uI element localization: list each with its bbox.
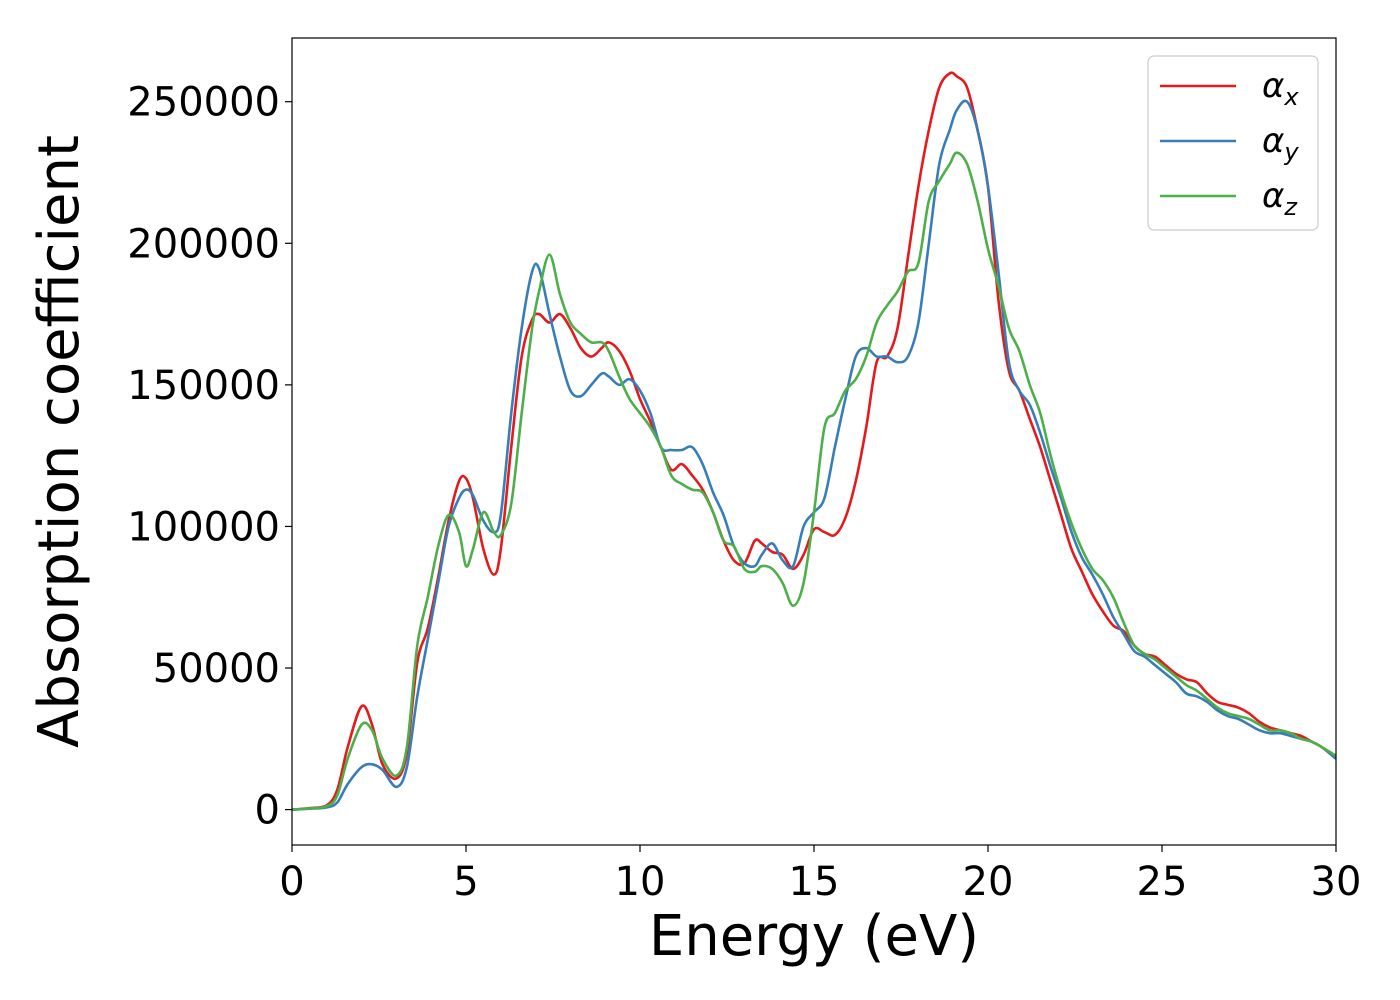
x-tick-label: 25 — [1137, 859, 1188, 905]
x-axis-ticks: 0 5 10 15 20 25 30 — [279, 845, 1361, 905]
y-tick-label: 0 — [255, 788, 280, 834]
y-tick-label: 200000 — [127, 221, 280, 267]
legend-label-y: αy — [1262, 121, 1299, 166]
legend-label-z: αz — [1262, 176, 1298, 221]
y-axis-ticks: 0 50000 100000 150000 200000 250000 — [127, 80, 292, 834]
y-tick-label: 50000 — [153, 646, 280, 692]
y-axis-title: Absorption coefficient — [27, 135, 92, 748]
series-line-z — [292, 151, 1336, 811]
series-layer — [292, 71, 1336, 811]
y-tick-label: 250000 — [127, 80, 280, 126]
legend-box — [1147, 55, 1319, 231]
x-tick-label: 20 — [963, 859, 1014, 905]
x-tick-label: 5 — [453, 859, 478, 905]
legend: αx αy αz — [1147, 55, 1319, 231]
x-axis-title: Energy (eV) — [649, 904, 979, 969]
legend-label-x: αx — [1262, 66, 1299, 111]
x-tick-label: 30 — [1311, 859, 1362, 905]
x-tick-label: 0 — [279, 859, 304, 905]
series-line-x — [292, 71, 1336, 811]
x-tick-label: 15 — [789, 859, 840, 905]
x-tick-label: 10 — [615, 859, 666, 905]
y-tick-label: 150000 — [127, 363, 280, 409]
y-tick-label: 100000 — [127, 504, 280, 550]
